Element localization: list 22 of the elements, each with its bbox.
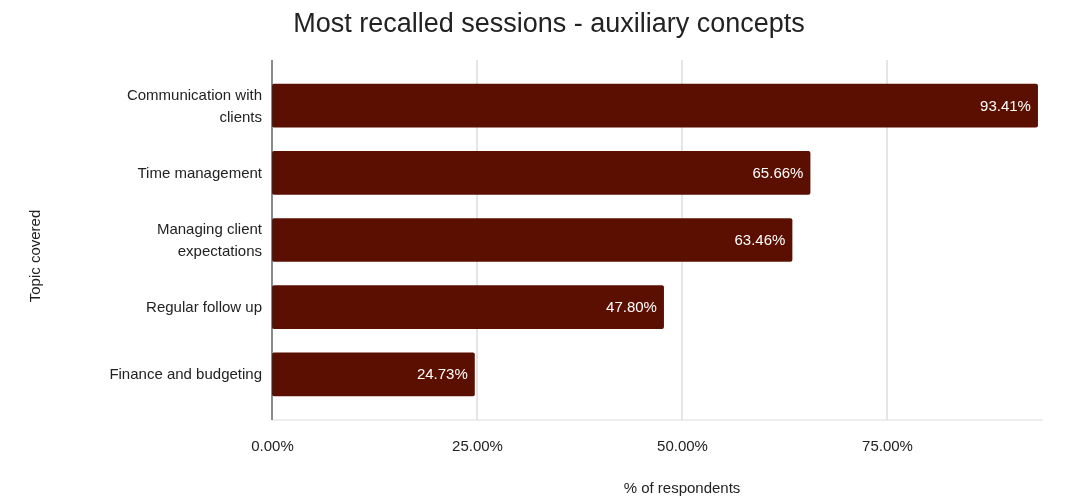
data-label: 65.66% <box>752 163 804 181</box>
bar <box>272 218 793 262</box>
bar <box>272 352 475 397</box>
y-tick-label: Communication with clients <box>126 85 262 125</box>
y-tick-label: Time management <box>137 163 263 181</box>
x-tick-label: 50.00% <box>657 436 708 454</box>
y-axis-title: Topic covered <box>26 209 43 303</box>
data-label: 47.80% <box>606 298 657 316</box>
y-tick-label: Managing client expectations <box>156 220 263 259</box>
data-label: 63.46% <box>734 231 786 248</box>
bar <box>272 83 1038 128</box>
bar <box>272 150 811 195</box>
x-tick-label: 25.00% <box>452 436 503 454</box>
x-tick-label: 75.00% <box>862 436 913 454</box>
x-tick-label: 0.00% <box>251 436 294 454</box>
y-tick-label: Finance and budgeting <box>109 365 262 383</box>
x-axis-title: % of respondents <box>623 479 741 496</box>
data-label: 24.73% <box>416 365 468 383</box>
data-label: 93.41% <box>980 96 1031 114</box>
y-tick-label: Regular follow up <box>146 298 262 316</box>
bar <box>272 285 664 330</box>
chart-title: Most recalled sessions - auxiliary concepts <box>293 8 805 38</box>
